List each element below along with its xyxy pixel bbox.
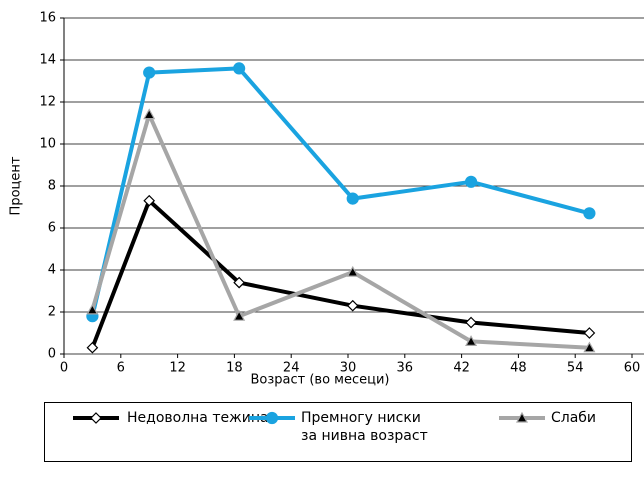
marker [143, 108, 156, 120]
marker [583, 207, 596, 220]
legend-label: Недоволна тежина [127, 410, 269, 426]
y-tick-label: 0 [48, 347, 56, 362]
marker [346, 265, 359, 277]
marker [86, 341, 99, 354]
marker [86, 303, 99, 315]
y-tick-label: 14 [39, 53, 56, 68]
legend-swatch [249, 411, 295, 425]
series-line [90, 112, 590, 350]
x-tick-label: 30 [340, 361, 357, 376]
x-tick-label: 36 [397, 361, 414, 376]
x-tick-label: 42 [453, 361, 470, 376]
y-tick-label: 10 [39, 137, 56, 152]
marker [346, 299, 359, 312]
legend: Недоволна тежина Премногу ниски за нивна … [44, 402, 632, 462]
x-tick-label: 60 [624, 361, 641, 376]
y-tick-label: 2 [48, 305, 56, 320]
marker [465, 316, 477, 329]
marker [583, 327, 596, 339]
marker [464, 175, 478, 188]
y-axis-title: Процент [9, 156, 24, 215]
x-tick-label: 54 [567, 361, 584, 376]
x-tick-label: 48 [510, 361, 527, 376]
y-tick-label: 8 [48, 179, 56, 194]
marker [233, 276, 245, 289]
series-line [90, 66, 590, 317]
y-tick-label: 6 [48, 221, 56, 236]
marker [233, 62, 246, 75]
legend-label: Слаби [551, 410, 597, 426]
x-axis-title: Возраст (во месеци) [251, 373, 390, 388]
legend-label: Премногу ниски за нивна возраст [301, 410, 428, 444]
x-tick-label: 6 [117, 361, 125, 376]
x-tick-label: 18 [226, 361, 243, 376]
x-tick-label: 12 [169, 361, 186, 376]
marker [465, 335, 478, 346]
x-tick-label: 0 [60, 361, 68, 376]
legend-swatch [499, 411, 545, 423]
marker [143, 194, 156, 207]
y-tick-label: 4 [48, 263, 56, 278]
y-tick-label: 16 [39, 11, 56, 26]
marker [515, 411, 529, 423]
series-line [90, 198, 590, 349]
marker [143, 66, 156, 79]
marker [583, 341, 596, 353]
chart: Возраст (во месеци) Процент 024681012141… [9, 11, 644, 388]
x-tick-label: 24 [283, 361, 300, 376]
marker [233, 309, 246, 321]
marker [265, 411, 279, 425]
marker [90, 412, 102, 424]
legend-swatch [73, 412, 119, 424]
y-tick-label: 12 [39, 95, 56, 110]
marker [346, 192, 359, 205]
